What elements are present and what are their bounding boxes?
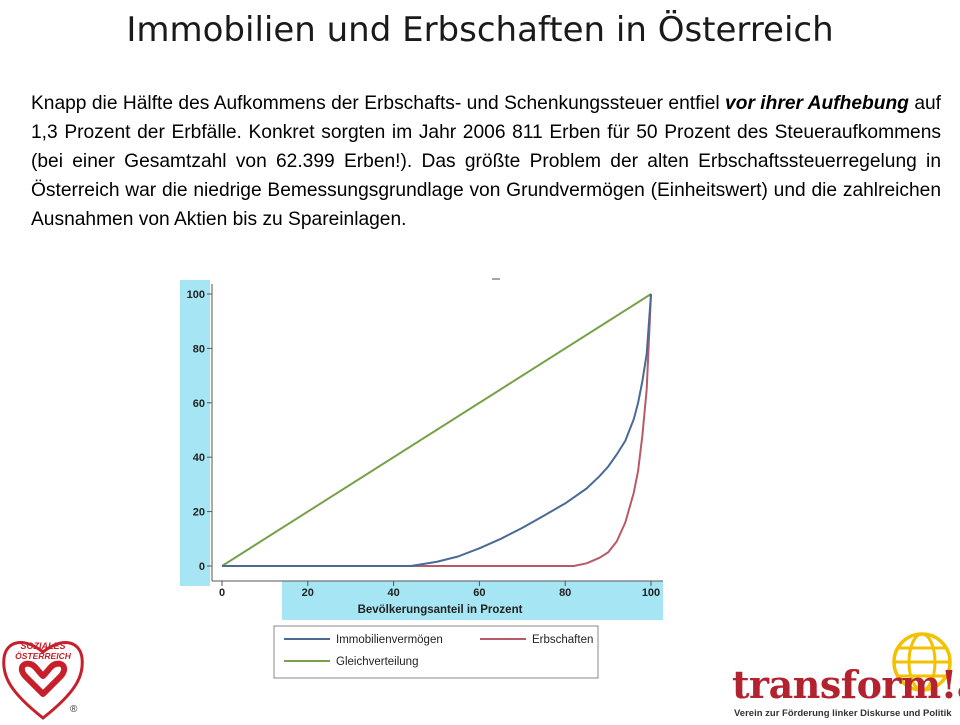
series-line-2: [221, 293, 652, 567]
y-tick-label: 100: [187, 289, 205, 301]
logo-left-registered: ®: [70, 704, 78, 715]
legend-label: Erbschaften: [532, 634, 593, 646]
x-tick-label: 100: [642, 587, 660, 599]
x-tick-label: 60: [473, 587, 485, 599]
logo-right-wordmark: transform!at: [732, 662, 960, 707]
logo-left-line1: SOZIALES: [20, 641, 65, 651]
logo-heart-icon: [18, 660, 68, 697]
page-title: Immobilien und Erbschaften in Österreich: [126, 10, 834, 50]
series-line-1: [222, 293, 652, 567]
logo-left-line2: ÖSTERREICH: [15, 651, 72, 661]
paragraph-emphasis: vor ihrer Aufhebung: [725, 93, 909, 114]
legend-label: Immobilienvermögen: [336, 634, 443, 646]
y-axis-highlight: [180, 280, 210, 586]
soziales-oesterreich-logo: SOZIALES ÖSTERREICH ®: [0, 632, 86, 720]
globe-icon: [892, 632, 952, 692]
paragraph-part-1: Knapp die Hälfte des Aufkommens der Erbs…: [31, 93, 726, 114]
legend-box: [273, 625, 599, 679]
paragraph-part-2: auf 1,3 Prozent der Erbfälle. Konkret so…: [31, 93, 941, 230]
y-tick-label: 60: [193, 398, 205, 410]
x-tick-label: 40: [387, 587, 399, 599]
logo-right-tagline: Verein zur Förderung linker Diskurse und…: [734, 708, 952, 719]
intro-paragraph: Knapp die Hälfte des Aufkommens der Erbs…: [31, 89, 941, 234]
x-tick-label: 0: [219, 587, 225, 599]
y-tick-label: 80: [193, 343, 205, 355]
x-axis-highlight: [282, 580, 663, 620]
logo-heart-shape: [2, 641, 84, 720]
x-tick-label: 80: [559, 587, 571, 599]
series-line-0: [222, 293, 652, 567]
plot-area: [212, 281, 663, 581]
y-tick-label: 40: [193, 452, 205, 464]
legend-label: Gleichverteilung: [336, 656, 418, 668]
x-axis-title: Bevölkerungsanteil in Prozent: [358, 604, 523, 616]
x-tick-label: 20: [302, 587, 314, 599]
y-tick-label: 20: [193, 507, 205, 519]
transform-at-logo: transform!at Verein zur Förderung linker…: [726, 628, 960, 720]
y-tick-label: 0: [199, 561, 205, 573]
